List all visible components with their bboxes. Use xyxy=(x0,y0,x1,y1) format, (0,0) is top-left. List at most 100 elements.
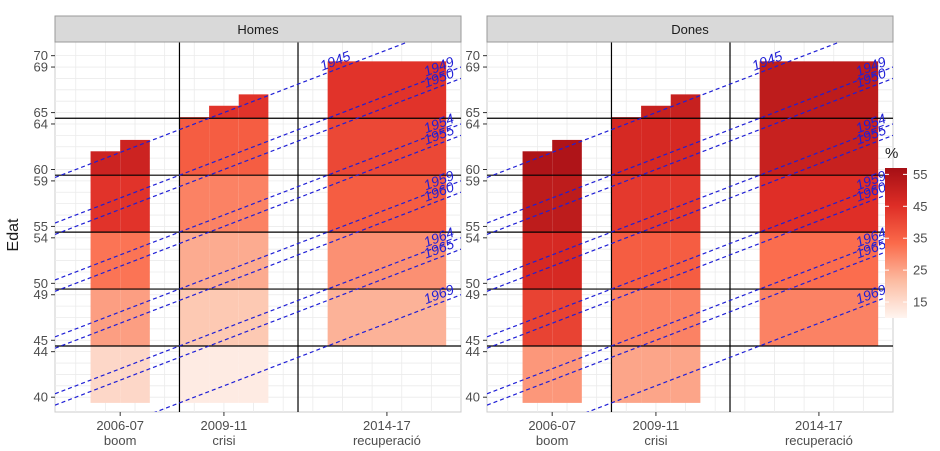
tile-0-1 xyxy=(522,289,553,346)
y-tick-label: 49 xyxy=(466,287,480,302)
separators xyxy=(487,42,893,412)
panel-homes: 1945 194919501954195519591960196419651969… xyxy=(34,15,462,448)
y-tick-label: 69 xyxy=(466,60,480,75)
y-tick-label: 60 xyxy=(466,162,480,177)
y-tick-label: 54 xyxy=(34,230,48,245)
tile-0-4 xyxy=(552,139,582,176)
tile-2-2 xyxy=(759,175,879,233)
legend-title: % xyxy=(885,145,898,162)
x-tick-label-sub: recuperació xyxy=(785,433,853,448)
legend-label: 55 xyxy=(913,167,927,182)
tile-1-0 xyxy=(641,345,671,403)
cohort-line-1964 xyxy=(487,237,893,395)
tile-1-0 xyxy=(611,345,642,403)
tile-1-3 xyxy=(641,175,671,233)
cohort-line-1965 xyxy=(55,248,461,406)
tile-1-4 xyxy=(611,118,642,176)
tiles xyxy=(522,61,879,403)
strip xyxy=(54,15,462,43)
tile-2-1 xyxy=(327,232,447,290)
tile-2-0 xyxy=(327,289,447,346)
tile-2-1 xyxy=(759,232,879,290)
y-tick-label: 44 xyxy=(34,344,48,359)
x-tick-label-sub: boom xyxy=(104,433,137,448)
legend-label: 45 xyxy=(913,199,927,214)
strip-label: Homes xyxy=(237,22,279,37)
tile-1-5 xyxy=(238,94,269,119)
x-tick-label-sub: crisi xyxy=(644,433,667,448)
y-tick-label: 60 xyxy=(34,162,48,177)
y-tick-label: 70 xyxy=(34,48,48,63)
cohort-line-1959 xyxy=(487,180,893,338)
y-tick-label: 59 xyxy=(34,173,48,188)
tile-0-2 xyxy=(522,232,553,290)
tile-1-4 xyxy=(641,118,671,176)
legend-colorbar xyxy=(885,168,907,318)
tile-0-0 xyxy=(522,345,553,403)
tile-0-0 xyxy=(90,345,121,403)
y-tick-label: 45 xyxy=(34,333,48,348)
tile-0-2 xyxy=(90,232,121,290)
cohort-line-1945 xyxy=(487,42,842,179)
tile-1-0 xyxy=(209,345,239,403)
tile-2-3 xyxy=(759,118,879,176)
tile-1-3 xyxy=(179,175,210,233)
cohort-line-1954 xyxy=(55,123,461,281)
tile-1-2 xyxy=(179,232,210,290)
x-tick-label: 2014-17 xyxy=(795,418,843,433)
cohort-lines xyxy=(487,42,893,412)
tile-1-1 xyxy=(179,289,210,346)
cohort-line-1950 xyxy=(487,77,893,235)
y-tick-label: 55 xyxy=(466,219,480,234)
cohort-line-1949 xyxy=(55,66,461,224)
tile-1-1 xyxy=(641,289,671,346)
y-tick-label: 49 xyxy=(34,287,48,302)
y-tick-label: 50 xyxy=(34,276,48,291)
tile-2-0 xyxy=(759,289,879,346)
legend-label: 15 xyxy=(913,295,927,310)
tile-0-4 xyxy=(90,151,121,176)
cohort-line-1964 xyxy=(55,237,461,395)
x-tick-label: 2009-11 xyxy=(201,418,248,433)
cohort-line-1955 xyxy=(487,134,893,292)
cohort-line-1945 xyxy=(55,42,410,179)
tile-1-2 xyxy=(611,232,642,290)
y-tick-label: 70 xyxy=(466,48,480,63)
tile-1-1 xyxy=(611,289,642,346)
y-tick-label: 40 xyxy=(466,390,480,405)
y-tick-label: 64 xyxy=(34,116,48,131)
strip-label: Dones xyxy=(671,22,709,37)
tile-0-4 xyxy=(522,151,553,176)
tile-2-4 xyxy=(759,61,879,119)
panel-dones: 1945 194919501954195519591960196419651969… xyxy=(466,15,894,448)
x-tick-label-sub: crisi xyxy=(212,433,235,448)
y-axis-title: Edat xyxy=(5,218,22,251)
tile-2-3 xyxy=(327,118,447,176)
cohort-line-1954 xyxy=(487,123,893,281)
y-tick-label: 59 xyxy=(466,173,480,188)
cohort-lines xyxy=(55,42,461,412)
tile-0-3 xyxy=(522,175,553,233)
x-tick-label: 2006-07 xyxy=(528,418,576,433)
tile-0-4 xyxy=(120,139,150,176)
tile-0-3 xyxy=(90,175,121,233)
tile-1-5 xyxy=(670,94,701,119)
x-tick-label: 2006-07 xyxy=(96,418,144,433)
y-tick-label: 40 xyxy=(34,390,48,405)
tile-1-5 xyxy=(209,105,239,119)
cohort-line-1960 xyxy=(487,191,893,349)
x-tick-label-sub: boom xyxy=(536,433,569,448)
cohort-line-1969 xyxy=(154,294,461,412)
y-tick-label: 50 xyxy=(466,276,480,291)
tile-1-4 xyxy=(179,118,210,176)
tile-1-1 xyxy=(209,289,239,346)
y-tick-label: 69 xyxy=(34,60,48,75)
y-tick-label: 64 xyxy=(466,116,480,131)
tile-1-2 xyxy=(641,232,671,290)
y-tick-label: 54 xyxy=(466,230,480,245)
x-tick-label-sub: recuperació xyxy=(353,433,421,448)
separators xyxy=(55,42,461,412)
tile-2-4 xyxy=(327,61,447,119)
strip xyxy=(486,15,894,43)
